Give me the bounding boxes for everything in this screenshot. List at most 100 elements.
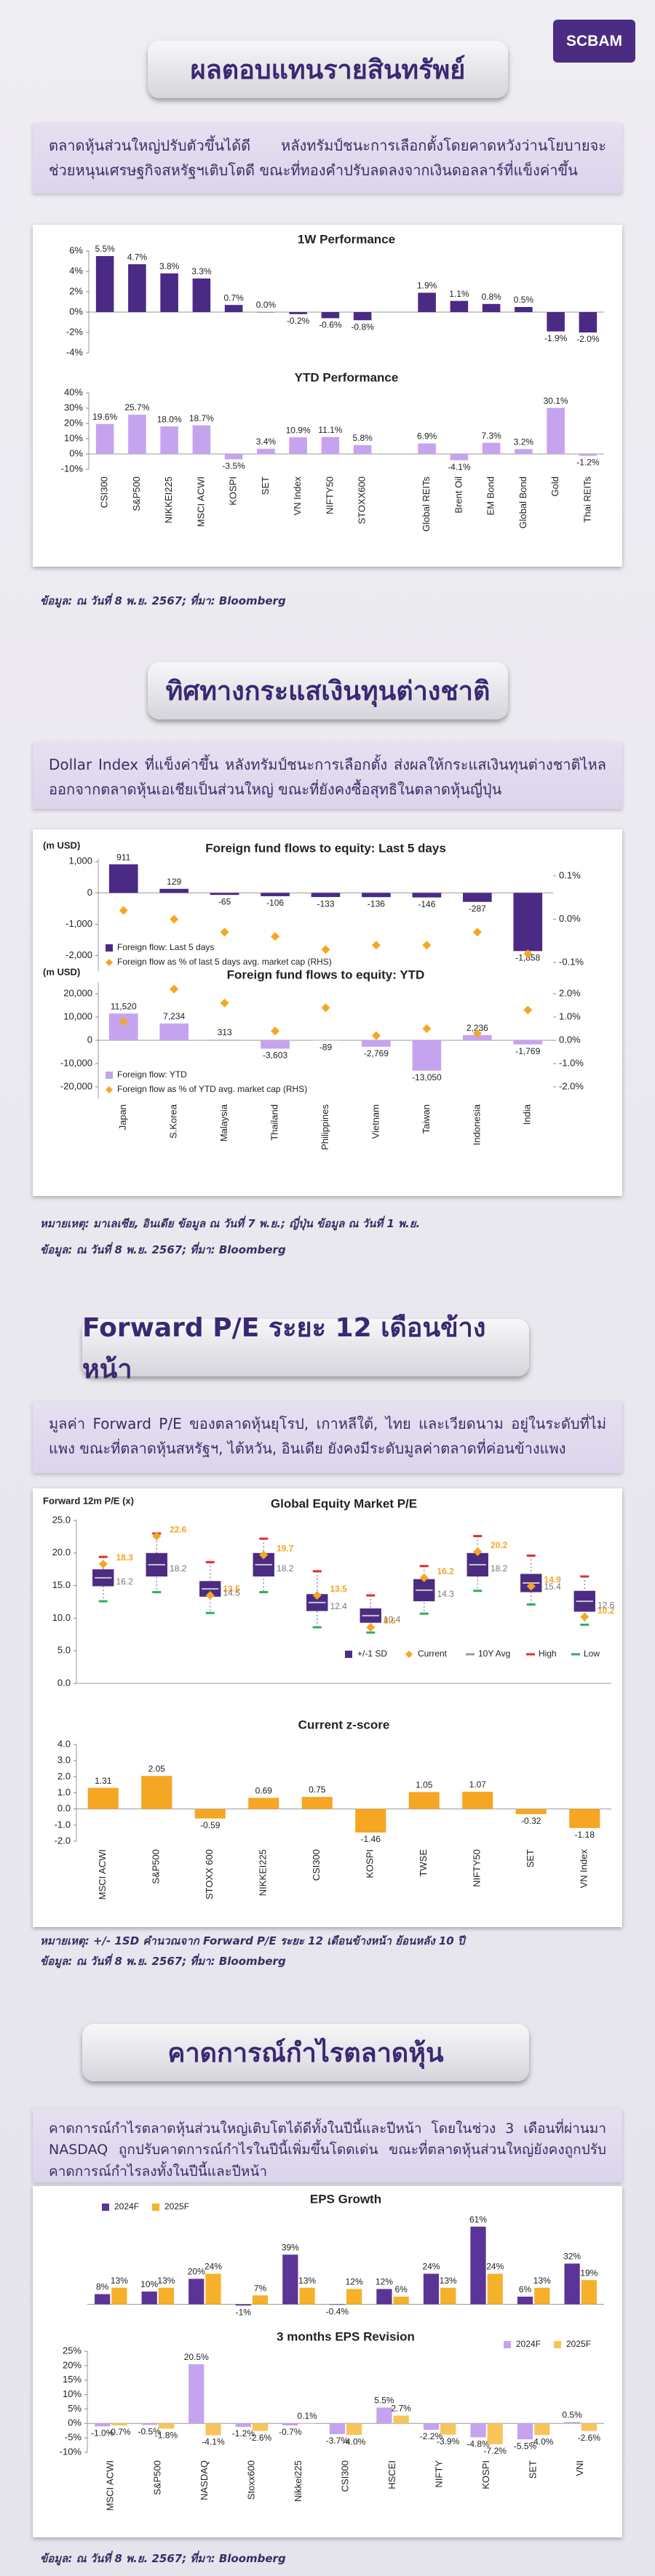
- y-tick-label: 2%: [69, 285, 83, 296]
- y-tick-label: 0: [87, 887, 92, 898]
- legend-label: 10Y Avg: [478, 1648, 510, 1659]
- x-tick-label: S&P500: [151, 1849, 162, 1884]
- value-label: -4.1%: [448, 462, 471, 472]
- avg-label: 18.2: [277, 1563, 294, 1574]
- x-tick-label: EM Bond: [485, 476, 496, 515]
- bar: [513, 893, 543, 952]
- bar: [95, 2423, 111, 2427]
- bar: [224, 305, 243, 312]
- legend-label: Foreign flow as % of last 5 days avg. ma…: [117, 957, 332, 967]
- value-label: 20.5%: [184, 2352, 209, 2362]
- value-label: 12%: [376, 2277, 393, 2287]
- value-label: 6%: [519, 2284, 532, 2294]
- chart-panel: [33, 225, 622, 567]
- bar: [482, 442, 501, 454]
- value-label: 10%: [140, 2279, 158, 2289]
- bar: [289, 437, 307, 454]
- legend-swatch: [405, 1651, 413, 1658]
- y-tick-label: 0%: [69, 306, 83, 316]
- y-tick-label: 4.0: [57, 1738, 71, 1749]
- value-label: 3.2%: [514, 436, 534, 447]
- current-label: 10.2: [598, 1606, 615, 1616]
- value-label: 2.7%: [391, 2404, 411, 2414]
- bar: [517, 2297, 533, 2305]
- bar: [362, 893, 391, 898]
- y-tick-label: -2%: [66, 326, 84, 337]
- y-tick-label: 10.0: [52, 1612, 71, 1623]
- section-title: คาดการณ์กำไรตลาดหุ้น: [82, 2024, 529, 2081]
- y-axis-title: (m USD): [43, 966, 80, 977]
- bar: [224, 454, 243, 460]
- bar: [463, 893, 492, 902]
- value-label: 1.1%: [449, 289, 469, 299]
- bar: [376, 2407, 392, 2424]
- avg-label: 14.3: [437, 1589, 454, 1599]
- bar: [547, 312, 565, 332]
- logo: SCBAM: [553, 20, 635, 63]
- y2-tick-label: 1.0%: [559, 1010, 581, 1021]
- current-mark: [526, 1582, 536, 1591]
- current-label: 16.2: [437, 1566, 454, 1576]
- current-mark: [312, 1591, 322, 1600]
- bar: [581, 2423, 597, 2431]
- section-title: ทิศทางกระแสเงินทุนต่างชาติ: [148, 662, 508, 719]
- note: หมายเหตุ: มาเลเซีย, อินเดีย ข้อมูล ณ วัน…: [40, 1217, 421, 1230]
- y-tick-label: 10,000: [63, 1010, 92, 1021]
- bar: [412, 1040, 442, 1071]
- chart-panel: [33, 1488, 622, 1927]
- bar: [159, 888, 188, 893]
- x-tick-label: HSCEI: [386, 2460, 397, 2489]
- x-tick-label: MSCI ACWI: [195, 476, 206, 527]
- y-tick-label: -4%: [66, 346, 84, 357]
- bar: [423, 2273, 440, 2305]
- x-tick-label: VNI: [574, 2460, 585, 2476]
- bar: [301, 1797, 333, 1809]
- y-tick-label: 30%: [64, 402, 83, 412]
- value-label: -3.5%: [222, 461, 245, 471]
- x-tick-label: Thailand: [269, 1104, 279, 1141]
- y-tick-label: 5%: [68, 2403, 82, 2414]
- bar: [160, 273, 178, 312]
- current-mark: [259, 1550, 269, 1560]
- bar: [423, 2423, 440, 2431]
- value-label: -133: [317, 898, 334, 909]
- x-tick-label: SET: [260, 476, 271, 495]
- bar: [261, 1040, 290, 1049]
- x-tick-label: SET: [528, 2460, 539, 2479]
- bar: [257, 312, 275, 313]
- value-label: -7.2%: [484, 2446, 507, 2456]
- bar: [235, 2304, 251, 2306]
- legend-label: Foreign flow: Last 5 days: [117, 942, 214, 952]
- value-label: 11,520: [111, 1001, 137, 1011]
- value-label: -3,603: [263, 1050, 287, 1061]
- y-tick-label: 0%: [68, 2417, 82, 2428]
- current-label: 14.9: [544, 1575, 561, 1585]
- y-tick-label: 20%: [64, 417, 83, 428]
- value-label: -5.5%: [514, 2441, 537, 2451]
- scatter-point: [220, 928, 229, 937]
- y-tick-label: -10%: [61, 463, 84, 474]
- value-label: 18.7%: [189, 413, 214, 423]
- value-label: 24%: [205, 2262, 222, 2272]
- value-label: -1.18: [575, 1830, 595, 1840]
- y-tick-label: 40%: [64, 386, 83, 397]
- scatter-point: [271, 1026, 280, 1036]
- x-tick-label: Global Bond: [517, 476, 528, 529]
- bar: [362, 1040, 391, 1047]
- bar: [192, 278, 211, 312]
- value-label: 2.05: [148, 1763, 166, 1774]
- x-tick-label: Gold: [549, 476, 560, 496]
- x-tick-label: NIKKEI225: [258, 1849, 269, 1896]
- value-label: -2,769: [364, 1048, 389, 1058]
- legend-swatch: [102, 2204, 109, 2211]
- value-label: 13%: [157, 2276, 175, 2286]
- y-tick-label: 1,000: [68, 856, 92, 866]
- bar: [111, 2423, 127, 2426]
- y-tick-label: 0: [87, 1034, 92, 1045]
- value-label: 313: [218, 1027, 232, 1037]
- scatter-point: [472, 928, 482, 937]
- y-tick-label: 10%: [63, 2388, 82, 2399]
- bar: [95, 423, 114, 454]
- x-tick-label: KOSPI: [228, 476, 239, 506]
- current-label: 13.5: [330, 1584, 347, 1594]
